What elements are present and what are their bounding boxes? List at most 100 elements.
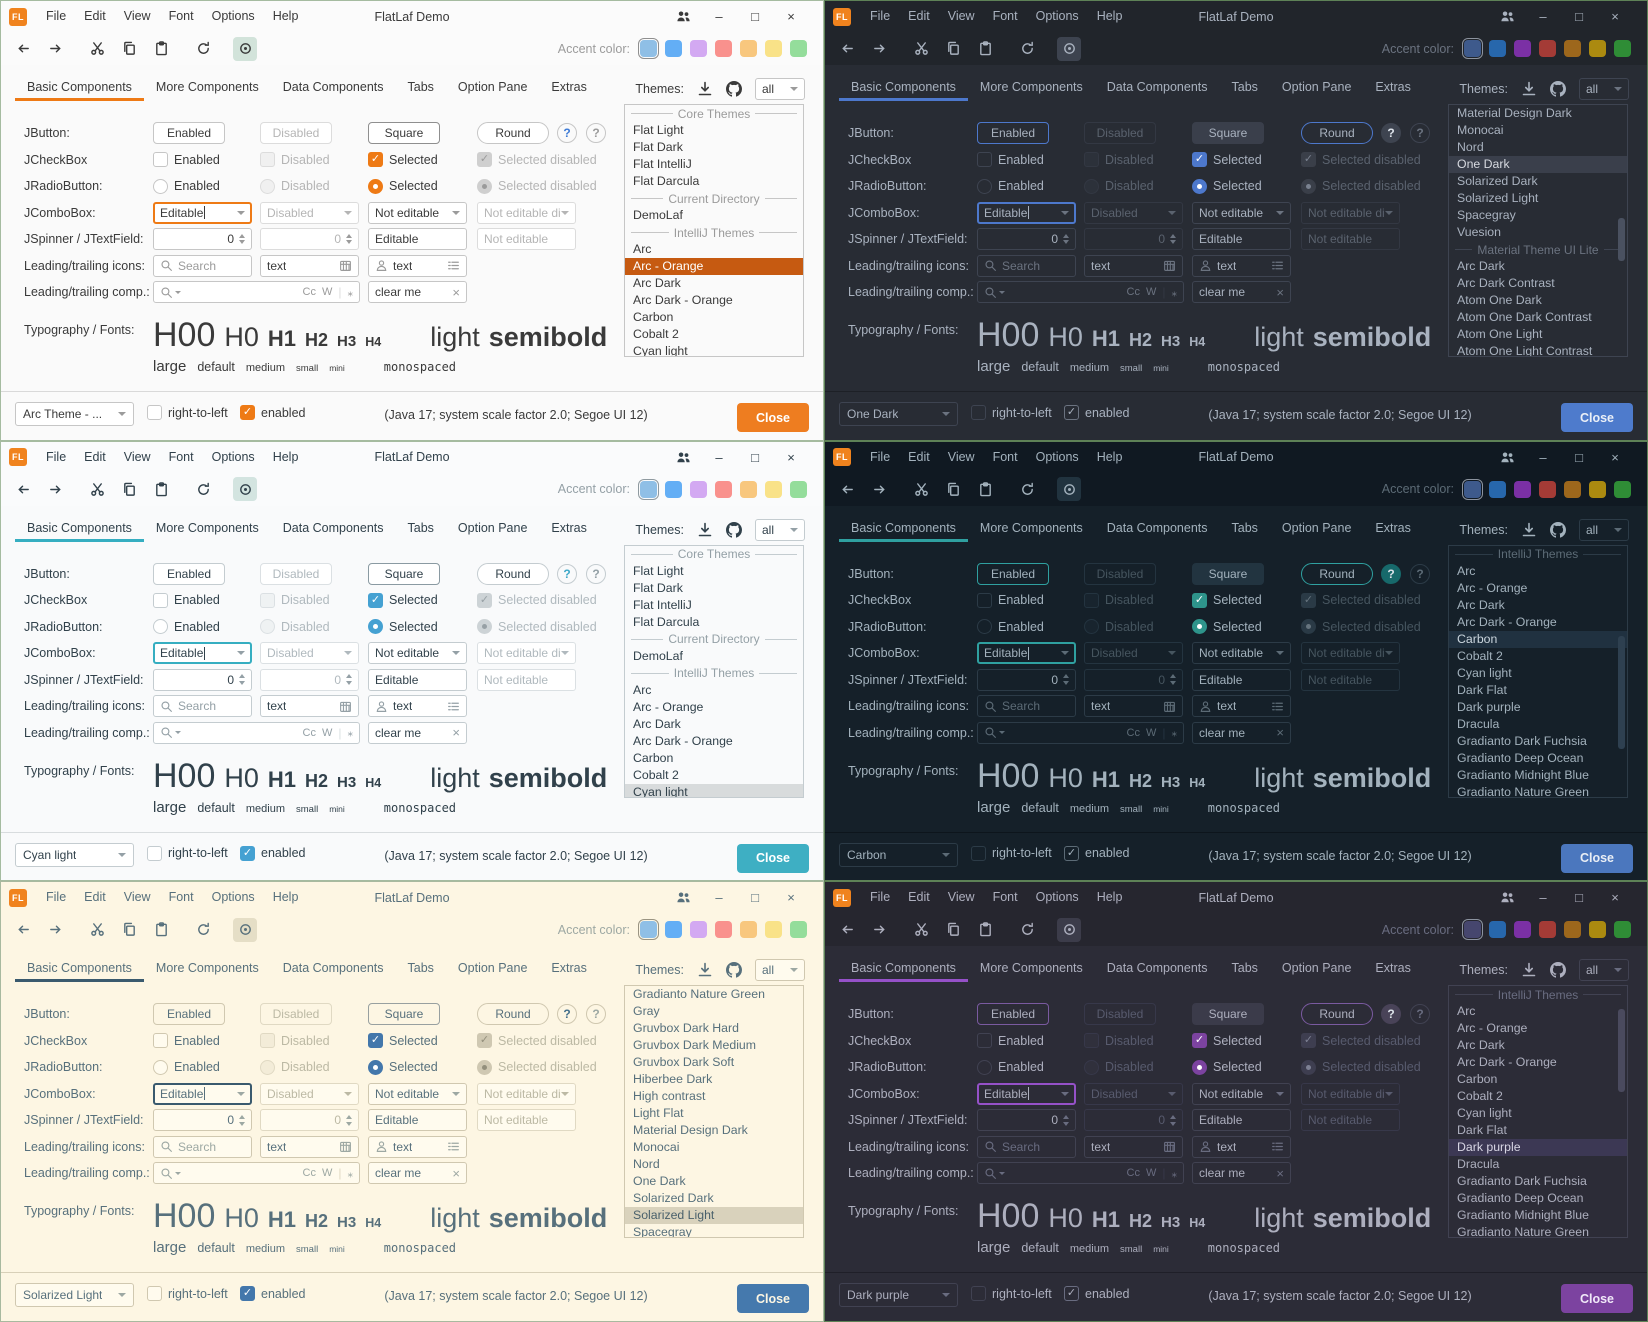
maximize-button[interactable]: □ (751, 9, 759, 24)
menu-view[interactable]: View (947, 449, 975, 464)
checkbox-selected[interactable]: ✓ Selected (1192, 149, 1262, 171)
help-button[interactable]: ? (557, 123, 577, 143)
theme-item-arc-dark-orange[interactable]: Arc Dark - Orange (1457, 614, 1557, 629)
theme-item-arc-dark-contrast[interactable]: Arc Dark Contrast (1457, 276, 1555, 290)
download-icon[interactable] (1521, 522, 1537, 538)
tab-basic-components[interactable]: Basic Components (839, 76, 968, 101)
tab-data-components[interactable]: Data Components (282, 520, 384, 535)
accent-swatch-3[interactable] (1514, 480, 1531, 498)
theme-item-cyan-light[interactable]: Cyan light (1457, 1106, 1512, 1121)
theme-item-solarized-light[interactable]: Solarized Light (1457, 191, 1539, 205)
close-window-button[interactable]: × (787, 9, 795, 24)
checkbox-enabled[interactable]: ✓Enabled (153, 1030, 220, 1052)
round-button[interactable]: Round (477, 122, 549, 144)
theme-item-light-flat[interactable]: Light Flat (633, 1106, 684, 1121)
regex-icon[interactable]: ⁎ (347, 286, 354, 299)
close-window-button[interactable]: × (787, 449, 795, 465)
theme-item-arc-dark[interactable]: Arc Dark (633, 716, 681, 731)
theme-item-arc[interactable]: Arc (1457, 1004, 1476, 1019)
menu-edit[interactable]: Edit (84, 449, 106, 464)
close-button[interactable]: Close (1561, 1284, 1633, 1314)
accent-swatch-1[interactable] (637, 37, 660, 60)
accent-swatch-1[interactable] (637, 478, 660, 501)
enabled-button[interactable]: Enabled (977, 122, 1049, 144)
match-case-icon[interactable]: Cc (1126, 1167, 1140, 1180)
accent-swatch-3[interactable] (690, 921, 707, 939)
whole-word-icon[interactable]: W (1145, 286, 1157, 298)
forward-icon[interactable] (867, 37, 891, 61)
theme-item-cobalt-2[interactable]: Cobalt 2 (1457, 1089, 1503, 1104)
theme-item-monocai[interactable]: Monocai (1457, 123, 1504, 137)
paste-icon[interactable] (149, 37, 173, 61)
radio-selected[interactable]: Selected (368, 616, 438, 638)
whole-word-icon[interactable]: W (321, 286, 333, 298)
checkbox-enabled[interactable]: ✓Enabled (153, 589, 220, 611)
back-icon[interactable] (835, 37, 859, 61)
date-input[interactable]: text (260, 254, 359, 277)
help-button[interactable]: ? (1381, 1004, 1401, 1025)
help-button-2[interactable]: ? (1410, 123, 1430, 143)
theme-item-flat-light[interactable]: Flat Light (633, 563, 684, 578)
user-list-input[interactable]: text (1192, 1135, 1291, 1158)
theme-item-monocai[interactable]: Monocai (633, 1140, 680, 1155)
spinner[interactable]: 0 (153, 1109, 252, 1132)
theme-item-one-dark[interactable]: One Dark (633, 1174, 686, 1189)
tab-extras[interactable]: Extras (551, 961, 587, 976)
refresh-icon[interactable] (191, 477, 215, 501)
menu-file[interactable]: File (46, 9, 67, 23)
match-case-icon[interactable]: Cc (302, 286, 316, 298)
tab-data-components[interactable]: Data Components (1106, 80, 1208, 94)
themes-filter-select[interactable]: all (755, 959, 805, 982)
forward-icon[interactable] (43, 918, 67, 942)
tab-basic-components[interactable]: Basic Components (15, 76, 144, 101)
help-button[interactable]: ? (1381, 563, 1401, 584)
round-button[interactable]: Round (1301, 1003, 1373, 1026)
back-icon[interactable] (835, 918, 859, 942)
tab-tabs[interactable]: Tabs (407, 520, 434, 535)
theme-item-arc-dark[interactable]: Arc Dark (1457, 259, 1505, 273)
paste-icon[interactable] (973, 918, 997, 942)
copy-icon[interactable] (117, 37, 141, 61)
checkbox-enabled[interactable]: ✓Enabled (977, 1030, 1044, 1052)
search-options-input[interactable]: Cc W | ⁎ (153, 1162, 360, 1185)
scrollbar-thumb[interactable] (1618, 217, 1625, 261)
clear-me-input[interactable]: clear me × (1192, 1162, 1291, 1185)
back-icon[interactable] (11, 918, 35, 942)
round-button[interactable]: Round (1301, 562, 1373, 585)
tab-option-pane[interactable]: Option Pane (1281, 80, 1352, 94)
round-button[interactable]: Round (1301, 122, 1373, 144)
combobox-editable[interactable]: Editable (977, 642, 1076, 665)
theme-item-demolaf[interactable]: DemoLaf (633, 648, 683, 663)
radio-enabled[interactable]: Enabled (153, 616, 220, 638)
themes-filter-select[interactable]: all (1579, 78, 1629, 100)
clear-me-input[interactable]: clear me × (1192, 721, 1291, 744)
theme-item-arc-dark[interactable]: Arc Dark (1457, 597, 1505, 612)
tab-more-components[interactable]: More Components (155, 80, 259, 94)
radio-selected[interactable]: Selected (368, 175, 438, 197)
square-button[interactable]: Square (1192, 1003, 1264, 1026)
theme-item-gradianto-nature-green[interactable]: Gradianto Nature Green (1457, 784, 1589, 798)
cut-icon[interactable] (909, 37, 933, 61)
accent-swatch-3[interactable] (1514, 921, 1531, 939)
search-input[interactable]: Search (153, 254, 252, 277)
accent-swatch-6[interactable] (765, 40, 782, 57)
square-button[interactable]: Square (368, 562, 440, 585)
menu-font[interactable]: Font (992, 890, 1018, 905)
cut-icon[interactable] (85, 477, 109, 501)
tab-data-components[interactable]: Data Components (1106, 520, 1208, 535)
theme-selector[interactable]: Cyan light (15, 842, 134, 867)
accent-swatch-1[interactable] (1461, 918, 1484, 941)
clear-me-input[interactable]: clear me × (368, 281, 467, 303)
refresh-icon[interactable] (1015, 918, 1039, 942)
accent-swatch-6[interactable] (765, 480, 782, 498)
menu-help[interactable]: Help (1096, 890, 1123, 905)
tab-more-components[interactable]: More Components (979, 520, 1083, 535)
user-list-input[interactable]: text (1192, 695, 1291, 718)
combobox-not-editable[interactable]: Not editable (368, 201, 467, 224)
theme-item-atom-one-light-contrast[interactable]: Atom One Light Contrast (1457, 344, 1593, 357)
regex-icon[interactable]: ⁎ (1171, 1167, 1178, 1180)
accent-swatch-6[interactable] (1589, 40, 1606, 57)
clear-icon[interactable]: × (452, 725, 460, 741)
menu-help[interactable]: Help (272, 449, 299, 464)
menu-font[interactable]: Font (168, 890, 194, 905)
